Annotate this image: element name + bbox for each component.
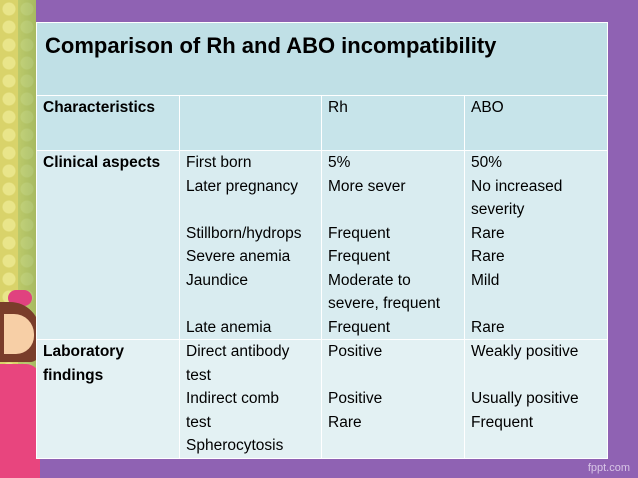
cell-line: Positive <box>328 390 383 407</box>
cell-line: Frequent <box>471 413 534 431</box>
header-characteristics: Characteristics <box>36 95 180 151</box>
clinical-aspects-label: Clinical aspects <box>36 150 180 340</box>
lab-rh-cell: Positive Positive Rare <box>321 339 465 459</box>
lab-abo-cell: Weakly positive Usually positive Frequen… <box>463 339 609 459</box>
cell-line: Rare <box>328 413 362 431</box>
cell-line: Frequent <box>328 318 391 336</box>
laboratory-findings-label: Laboratory findings <box>36 339 180 459</box>
cell-line: severe, frequent <box>328 295 441 312</box>
cell-line <box>328 364 460 388</box>
cell-line: Frequent <box>328 224 391 242</box>
cell-line: 5% <box>328 154 351 171</box>
comparison-table: Comparison of Rh and ABO incompatibility… <box>35 22 609 459</box>
cell-line: severity <box>471 201 525 218</box>
cell-line: test <box>186 413 211 431</box>
cell-line: Late anemia <box>186 318 272 336</box>
clinical-abo-cell: 50% No increased severity Rare Rare Mild… <box>463 150 609 340</box>
cell-line <box>186 198 317 222</box>
clinical-items-cell: First born Later pregnancy Stillborn/hyd… <box>179 150 322 340</box>
cell-line: test <box>186 366 211 384</box>
header-blank <box>179 95 322 151</box>
cell-line: findings <box>43 366 104 384</box>
cell-line: Mild <box>471 271 500 289</box>
cell-line: More sever <box>328 177 406 195</box>
cell-line <box>186 292 317 316</box>
cell-line: First born <box>186 154 252 171</box>
watermark: fppt.com <box>587 462 630 474</box>
girl-illustration <box>0 290 40 478</box>
header-row: Characteristics Rh ABO <box>36 95 609 151</box>
cell-line: Positive <box>328 343 383 360</box>
cell-line: Rare <box>471 318 505 336</box>
cell-line: Usually positive <box>471 390 579 407</box>
cell-line <box>328 198 460 222</box>
left-decoration <box>0 0 36 478</box>
clinical-aspects-row: Clinical aspects First born Later pregna… <box>36 150 609 340</box>
cell-line: Spherocytosis <box>186 437 284 454</box>
cell-line: Rare <box>471 248 505 265</box>
cell-line: Laboratory <box>43 343 124 360</box>
cell-line: Moderate to <box>328 271 411 289</box>
table-title: Comparison of Rh and ABO incompatibility <box>35 22 609 96</box>
laboratory-findings-row: Laboratory findings Direct antibody test… <box>36 339 609 459</box>
header-rh: Rh <box>321 95 465 151</box>
cell-line: Stillborn/hydrops <box>186 224 302 242</box>
cell-line: Later pregnancy <box>186 177 299 195</box>
cell-line <box>471 292 603 316</box>
cell-line <box>471 364 603 388</box>
cell-line: Frequent <box>328 248 391 265</box>
cell-line: 50% <box>471 154 503 171</box>
cell-line: Indirect comb <box>186 390 280 407</box>
clinical-rh-cell: 5% More sever Frequent Frequent Moderate… <box>321 150 465 340</box>
title-row: Comparison of Rh and ABO incompatibility <box>35 22 609 96</box>
cell-line: Jaundice <box>186 271 249 289</box>
cell-line: Rare <box>471 224 505 242</box>
cell-line: No increased <box>471 177 563 195</box>
cell-line: Severe anemia <box>186 248 291 265</box>
cell-line: Weakly positive <box>471 343 579 360</box>
cell-line: Direct antibody <box>186 343 290 360</box>
lab-items-cell: Direct antibody test Indirect comb test … <box>179 339 322 459</box>
header-abo: ABO <box>463 95 609 151</box>
